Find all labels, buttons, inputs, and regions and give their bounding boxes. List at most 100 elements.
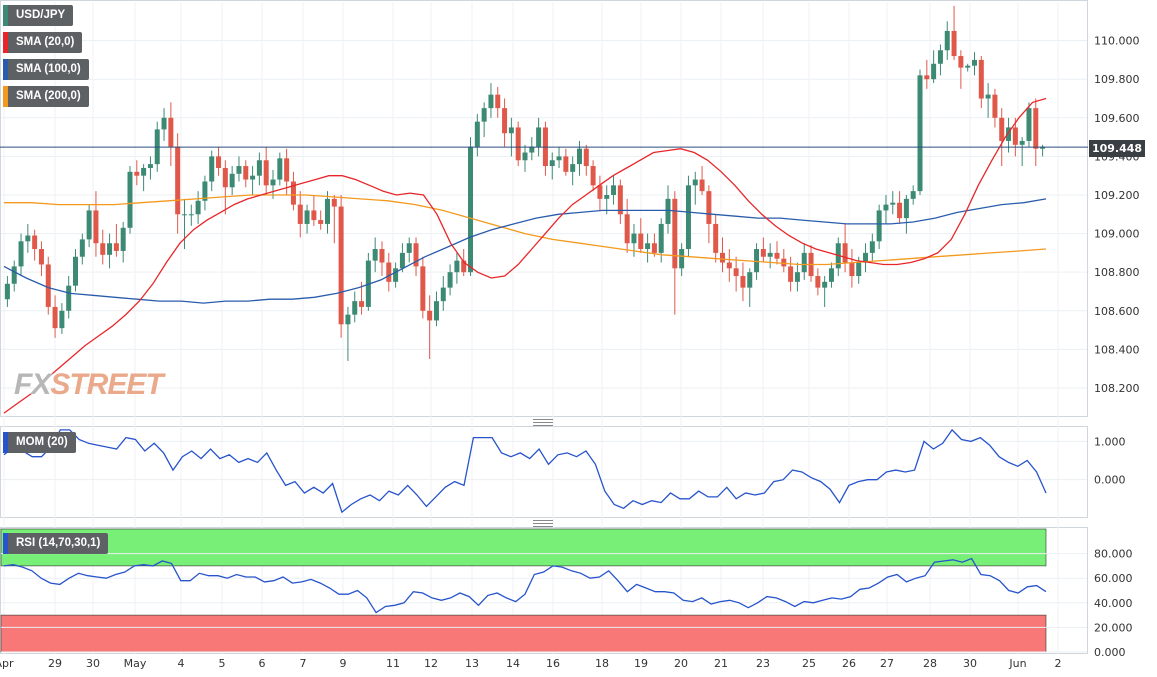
legend-sma20-swatch (3, 32, 8, 53)
candle-body (733, 268, 739, 277)
legend-sma100[interactable]: SMA (100,0) (3, 59, 89, 80)
legend-pair[interactable]: USD/JPY (3, 5, 74, 26)
candle-body (488, 94, 494, 109)
candle-body (869, 241, 875, 253)
candle-body (284, 158, 290, 182)
candle-body (890, 202, 896, 205)
candle-body (181, 214, 187, 216)
candle-body (406, 243, 412, 253)
candle-body (937, 50, 943, 64)
fxstreet-watermark: FXSTREET (14, 368, 164, 401)
candle-body (202, 181, 208, 201)
candle-body (134, 171, 140, 176)
candle-body (522, 152, 528, 161)
price-axis-tick-label: 109.600 (1094, 112, 1140, 125)
candle-body (828, 268, 834, 282)
candle-body (529, 146, 535, 153)
candle-body (297, 204, 303, 224)
candle-body (277, 158, 283, 180)
candle-body (638, 233, 644, 250)
candle-body (679, 249, 685, 269)
candle-body (73, 256, 79, 286)
candle-body (570, 164, 576, 172)
candle-body (1012, 127, 1018, 145)
sma100-line (3, 198, 1047, 304)
rsi-axis-tick-label: 60.000 (1094, 572, 1133, 585)
time-axis-tick-label: 2 (1055, 657, 1062, 670)
candle-body (692, 179, 698, 186)
candle-body (651, 243, 657, 253)
candle-body (440, 287, 446, 302)
candle-body (515, 127, 521, 161)
candle-body (399, 252, 405, 269)
sma200-line (4, 194, 1047, 266)
time-axis-tick-label: 30 (963, 657, 977, 670)
candle-body (978, 59, 984, 99)
candle-body (427, 310, 433, 321)
legend-rsi-swatch (3, 533, 8, 554)
legend-sma200[interactable]: SMA (200,0) (3, 86, 89, 107)
candle-body (992, 94, 998, 118)
legend-mom-label: MOM (20) (16, 436, 68, 448)
legend-rsi[interactable]: RSI (14,70,30,1) (3, 533, 109, 554)
rsi-resize-handle[interactable] (533, 520, 553, 527)
candle-body (917, 75, 923, 192)
candle-body (113, 243, 119, 251)
time-axis-tick-label: 28 (923, 657, 937, 670)
candle-body (801, 252, 807, 273)
candle-body (161, 117, 167, 130)
candle-body (243, 166, 249, 180)
candle-body (59, 310, 65, 329)
candle-body (359, 301, 365, 307)
mom-axis-tick-label: 1.000 (1094, 435, 1126, 448)
legend-sma20[interactable]: SMA (20,0) (3, 32, 83, 53)
candle-body (175, 146, 181, 215)
price-axis-tick-label: 109.800 (1094, 73, 1140, 86)
candle-body (767, 252, 773, 257)
candle-body (563, 156, 569, 172)
candle-body (433, 301, 439, 321)
time-axis-tick-label: 18 (595, 657, 609, 670)
candle-body (713, 223, 719, 253)
candle-body (25, 235, 31, 242)
legend-sma100-label: SMA (100,0) (16, 63, 81, 75)
time-axis-tick-label: 14 (506, 657, 520, 670)
candle-body (93, 210, 99, 244)
legend-mom[interactable]: MOM (20) (3, 432, 76, 453)
price-axis-tick-label: 108.600 (1094, 305, 1140, 318)
legend-sma200-swatch (3, 86, 8, 107)
candle-body (985, 94, 991, 99)
legend-sma20-label: SMA (20,0) (16, 36, 75, 48)
price-axis-tick-label: 109.000 (1094, 228, 1140, 241)
candle-body (468, 146, 474, 273)
candle-body (849, 262, 855, 277)
time-axis-tick-label: 13 (465, 657, 479, 670)
candle-body (1019, 140, 1025, 145)
momentum-line (3, 428, 1047, 514)
candle-body (590, 166, 596, 186)
candle-body (188, 214, 194, 216)
candle-body (52, 306, 58, 329)
candle-body (290, 181, 296, 205)
candle-body (971, 59, 977, 66)
time-axis-tick-label: 7 (300, 657, 307, 670)
candle-body (86, 210, 92, 240)
candle-body (495, 94, 501, 109)
candle-body (372, 249, 378, 261)
candle-body (447, 272, 453, 288)
candle-body (18, 241, 24, 267)
time-axis-tick-label: 5 (219, 657, 226, 670)
candle-body (147, 164, 153, 168)
candle-body (781, 258, 787, 267)
candle-body (32, 235, 38, 250)
mom-axis-tick-label: 0.000 (1094, 474, 1126, 487)
candle-body (645, 243, 651, 250)
candle-body (311, 210, 317, 221)
candle-body (250, 175, 256, 180)
time-axis-tick-label: 11 (386, 657, 400, 670)
candle-body (658, 223, 664, 253)
momentum-resize-handle[interactable] (533, 419, 553, 426)
time-axis-tick-label: May (124, 657, 147, 670)
candle-body (393, 268, 399, 282)
